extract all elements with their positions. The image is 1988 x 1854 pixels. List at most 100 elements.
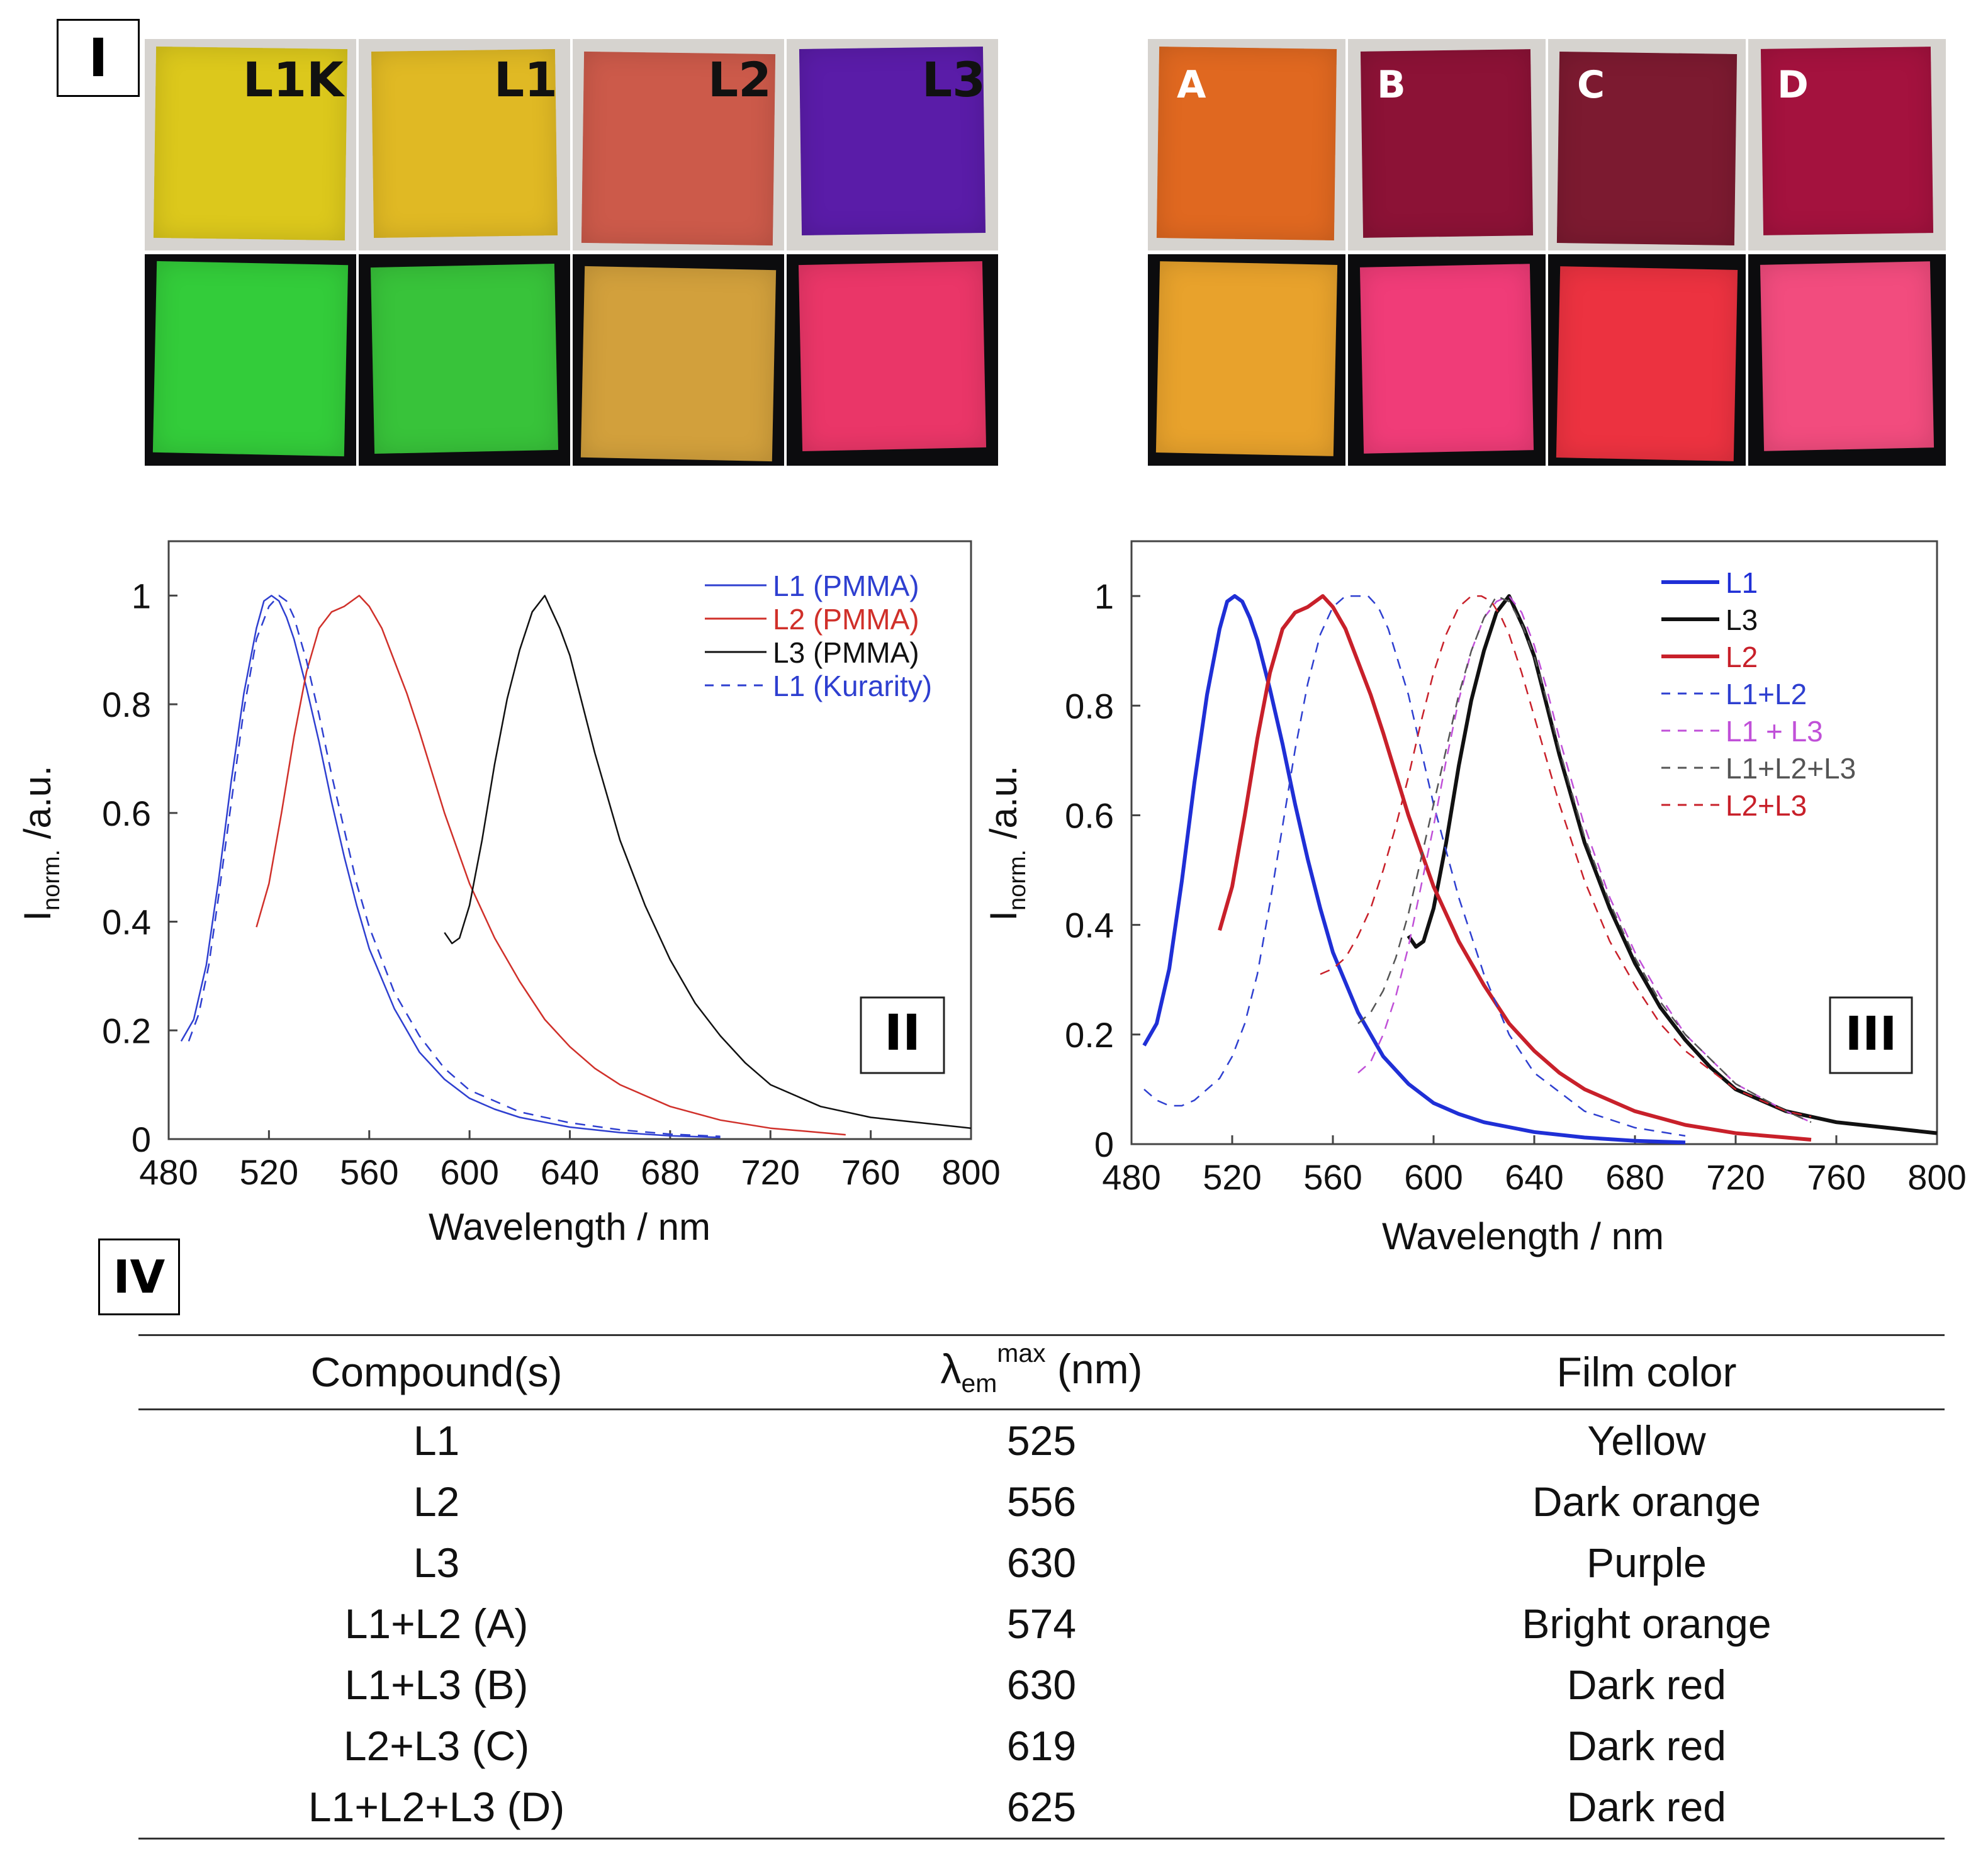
y-label-main-iii: I	[982, 911, 1025, 921]
lambda-sub: em	[961, 1369, 997, 1398]
film-photo-right-2-daylight: B	[1348, 39, 1546, 250]
y-axis-label-ii: Inorm. /a.u.	[16, 765, 65, 921]
x-tick-label: 720	[1706, 1157, 1765, 1197]
lambda-unit: (nm)	[1045, 1346, 1143, 1392]
cell-compound: L2+L3 (C)	[343, 1722, 530, 1770]
x-tick-label: 720	[741, 1152, 800, 1192]
series-line-l1-l2	[1143, 595, 1686, 1137]
plot-area-iii	[1130, 540, 1938, 1145]
y-tick-label: 0	[132, 1120, 151, 1159]
film-sample	[1556, 266, 1738, 461]
cell-lambda: 556	[1006, 1478, 1077, 1525]
plot-area-ii	[167, 540, 972, 1140]
table-row: L1 525 Yellow	[138, 1410, 1945, 1472]
lambda-symbol: λ	[940, 1346, 962, 1392]
film-label: L1	[493, 52, 558, 108]
film-photo-right-4-uv	[1748, 254, 1946, 466]
film-photo-right-3-daylight: C	[1548, 39, 1746, 250]
series-line-l2	[1218, 594, 1812, 1142]
y-label-unit-iii: /a.u.	[982, 765, 1025, 849]
film-photo-left-3-daylight: L2	[573, 39, 784, 250]
y-tick-label: 0.8	[1065, 686, 1114, 726]
film-photo-right-2-uv	[1348, 254, 1546, 466]
cell-lambda: 630	[1006, 1661, 1077, 1709]
y-label-sub-ii: norm.	[38, 850, 65, 911]
cell-film-color: Bright orange	[1522, 1600, 1772, 1648]
cell-compound: L1+L2+L3 (D)	[308, 1784, 565, 1831]
emission-table: Compound(s) λemmax (nm) Film color L1 525…	[138, 1334, 1945, 1840]
table-body: L1 525 Yellow L2 556 Dark orange L3 630 Purple…	[138, 1410, 1945, 1839]
y-tick-label: 0.2	[1065, 1015, 1114, 1055]
header-film-color: Film color	[1556, 1348, 1737, 1395]
film-sample	[1155, 261, 1338, 456]
cell-film-color: Dark red	[1566, 1722, 1726, 1770]
y-label-unit-ii: /a.u.	[16, 765, 59, 849]
table-row: L1+L2 (A) 574 Bright orange	[138, 1593, 1945, 1655]
film-photo-right-1-uv	[1148, 254, 1345, 466]
film-sample	[370, 263, 559, 454]
film-label: A	[1177, 63, 1206, 107]
table-row: L3 630 Purple	[138, 1532, 1945, 1593]
legend-label-l1-kurarity: L1 (Kurarity)	[773, 670, 932, 702]
y-tick-label: 0	[1094, 1125, 1114, 1164]
legend-label-l1-l2: L1+L2	[1726, 678, 1807, 711]
emission-table-grid: Compound(s) λemmax (nm) Film color L1 525…	[138, 1334, 1945, 1840]
film-photo-left-4-uv	[787, 254, 998, 466]
table-row: L1+L3 (B) 630 Dark red	[138, 1655, 1945, 1716]
chart-iii: 480 520 560 600 640 680 720 760 800 0 0.2 0.4 0.6 0.…	[982, 540, 1967, 1257]
chart-ii: 480 520 560 600 640 680 720 760 800 0 0.2 0.4 0.6 0.…	[16, 540, 1001, 1248]
series-line-l2-pmma	[256, 595, 846, 1136]
cell-compound: L1	[413, 1417, 460, 1464]
y-tick-label: 0.4	[1065, 906, 1114, 945]
legend-label-l1-l2-l3: L1+L2+L3	[1726, 752, 1856, 785]
cell-compound: L2	[413, 1478, 460, 1525]
cell-film-color: Purple	[1586, 1539, 1707, 1587]
series-line-l3-pmma	[444, 595, 972, 1129]
table-row: L1+L2+L3 (D) 625 Dark red	[138, 1777, 1945, 1839]
series-line-l1-kurarity	[188, 595, 721, 1137]
lambda-sup: max	[997, 1338, 1046, 1368]
film-label: L1K	[242, 52, 344, 108]
x-axis-label-iii: Wavelength / nm	[1382, 1215, 1664, 1257]
film-photo-right-3-uv	[1548, 254, 1746, 466]
film-photo-left-3-uv	[573, 254, 784, 466]
x-tick-label: 560	[340, 1152, 398, 1192]
legend-label-l1-pmma: L1 (PMMA)	[773, 570, 919, 602]
x-tick-label: 520	[240, 1152, 298, 1192]
y-tick-label: 0.4	[102, 902, 151, 942]
series-line-l1-pmma	[180, 595, 721, 1138]
y-tick-label: 0.2	[102, 1011, 151, 1050]
film-label: C	[1577, 63, 1605, 107]
x-tick-label: 640	[1505, 1157, 1563, 1197]
panel-label-iii: III	[1845, 1007, 1897, 1061]
legend-label-l1-l3: L1 + L3	[1726, 715, 1823, 748]
film-sample	[152, 261, 349, 457]
x-tick-label: 640	[541, 1152, 599, 1192]
film-photos-left: L1K L1 L2 L3	[145, 39, 998, 466]
film-photo-left-4-daylight: L3	[787, 39, 998, 250]
panel-label-iii-box	[1829, 996, 1913, 1074]
series-line-l1-l3	[1357, 595, 1812, 1123]
cell-film-color: Yellow	[1587, 1417, 1706, 1464]
film-photo-left-2-daylight: L1	[359, 39, 570, 250]
cell-film-color: Dark red	[1566, 1784, 1726, 1831]
series-line-l1	[1142, 594, 1686, 1145]
x-tick-label: 520	[1203, 1157, 1261, 1197]
film-sample	[798, 261, 987, 452]
header-lambda: λemmax (nm)	[734, 1335, 1349, 1410]
film-sample	[1760, 261, 1935, 451]
x-tick-label: 560	[1303, 1157, 1362, 1197]
panel-label-ii-box	[860, 996, 945, 1074]
x-tick-label: 800	[1907, 1157, 1966, 1197]
y-label-main-ii: I	[16, 911, 59, 921]
film-label: L3	[921, 52, 986, 108]
panel-label-ii: II	[884, 1005, 921, 1062]
header-compound: Compound(s)	[310, 1348, 563, 1395]
table-header-row: Compound(s) λemmax (nm) Film color	[138, 1335, 1945, 1410]
cell-compound: L1+L2 (A)	[344, 1600, 529, 1648]
x-tick-label: 480	[1102, 1157, 1160, 1197]
legend-label-l3: L3	[1726, 604, 1758, 636]
cell-lambda: 625	[1006, 1784, 1077, 1831]
legend-label-l1: L1	[1726, 566, 1758, 599]
legend-label-l2: L2	[1726, 641, 1758, 673]
